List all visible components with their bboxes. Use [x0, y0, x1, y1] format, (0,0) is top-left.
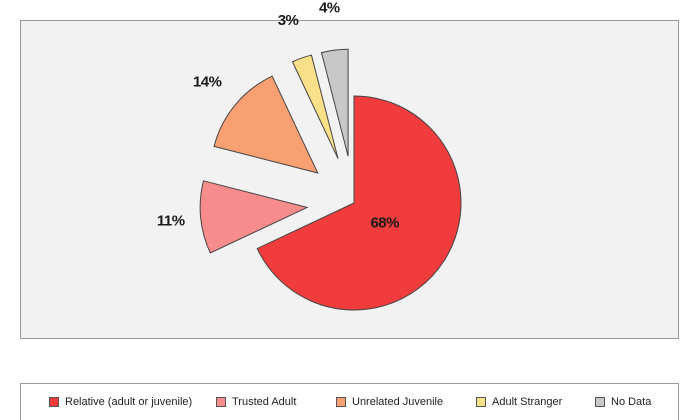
slice-label-adult-stranger: 3% [278, 12, 299, 29]
legend-item-trusted-adult: Trusted Adult [216, 395, 296, 409]
pie-slice-relative [256, 95, 462, 311]
pie-slice-unrelated-juvenile [213, 75, 319, 174]
slice-label-unrelated-juvenile: 14% [193, 74, 222, 91]
legend-item-relative: Relative (adult or juvenile) [49, 395, 192, 409]
legend-swatch-trusted-adult [216, 397, 226, 407]
pie-chart: 68% 11% 14% 3% 4% [157, 0, 462, 311]
legend-item-unrelated-juvenile: Unrelated Juvenile [336, 395, 443, 409]
slice-label-no-data: 4% [319, 0, 340, 17]
legend-swatch-adult-stranger [476, 397, 486, 407]
legend-swatch-no-data [595, 397, 605, 407]
slice-label-trusted-adult: 11% [157, 212, 185, 229]
legend-label-trusted-adult: Trusted Adult [232, 396, 297, 408]
legend: Relative (adult or juvenile) Trusted Adu… [20, 383, 679, 420]
pie-slice-adult-stranger [291, 54, 339, 159]
pie-slice-no-data [320, 48, 349, 157]
legend-item-no-data: No Data [595, 395, 651, 409]
legend-label-relative: Relative (adult or juvenile) [65, 396, 193, 408]
legend-swatch-relative [49, 397, 59, 407]
legend-label-adult-stranger: Adult Stranger [492, 396, 563, 408]
legend-swatch-unrelated-juvenile [336, 397, 346, 407]
legend-item-adult-stranger: Adult Stranger [476, 395, 562, 409]
slice-label-relative: 68% [370, 214, 399, 231]
pie-slice-trusted-adult [199, 180, 309, 254]
legend-label-no-data: No Data [611, 396, 652, 408]
legend-label-unrelated-juvenile: Unrelated Juvenile [352, 396, 444, 408]
